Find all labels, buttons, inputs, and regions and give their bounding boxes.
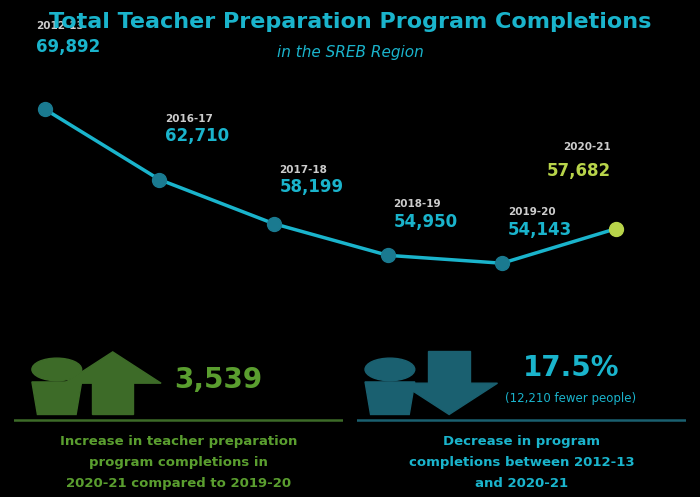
Text: Increase in teacher preparation: Increase in teacher preparation: [60, 435, 298, 448]
Circle shape: [365, 358, 415, 381]
Text: 2020-21: 2020-21: [563, 143, 610, 153]
Text: Total Teacher Preparation Program Completions: Total Teacher Preparation Program Comple…: [49, 12, 651, 32]
Text: and 2020-21: and 2020-21: [475, 477, 568, 490]
Text: 2017-18: 2017-18: [279, 165, 327, 175]
Bar: [428, 350, 470, 383]
Text: 2020-21 compared to 2019-20: 2020-21 compared to 2019-20: [66, 477, 291, 490]
Polygon shape: [64, 352, 161, 383]
Text: 3,539: 3,539: [174, 366, 262, 394]
Circle shape: [32, 358, 82, 381]
Text: Decrease in program: Decrease in program: [443, 435, 600, 448]
Text: 62,710: 62,710: [165, 127, 229, 145]
Text: 54,950: 54,950: [393, 213, 458, 231]
Polygon shape: [401, 383, 498, 414]
Text: 54,143: 54,143: [508, 221, 572, 239]
Polygon shape: [32, 382, 82, 414]
Text: 2018-19: 2018-19: [393, 199, 441, 209]
Text: 57,682: 57,682: [546, 162, 610, 180]
Text: program completions in: program completions in: [89, 456, 268, 469]
Text: 2016-17: 2016-17: [165, 114, 213, 124]
Text: 17.5%: 17.5%: [523, 354, 619, 382]
Text: 58,199: 58,199: [279, 178, 344, 196]
Text: 2012-13: 2012-13: [36, 21, 84, 31]
Text: (12,210 fewer people): (12,210 fewer people): [505, 392, 636, 405]
Polygon shape: [365, 382, 415, 414]
Text: completions between 2012-13: completions between 2012-13: [409, 456, 634, 469]
Bar: [92, 382, 134, 414]
Text: in the SREB Region: in the SREB Region: [276, 45, 424, 60]
Text: 69,892: 69,892: [36, 38, 100, 56]
Text: 2019-20: 2019-20: [508, 207, 555, 217]
